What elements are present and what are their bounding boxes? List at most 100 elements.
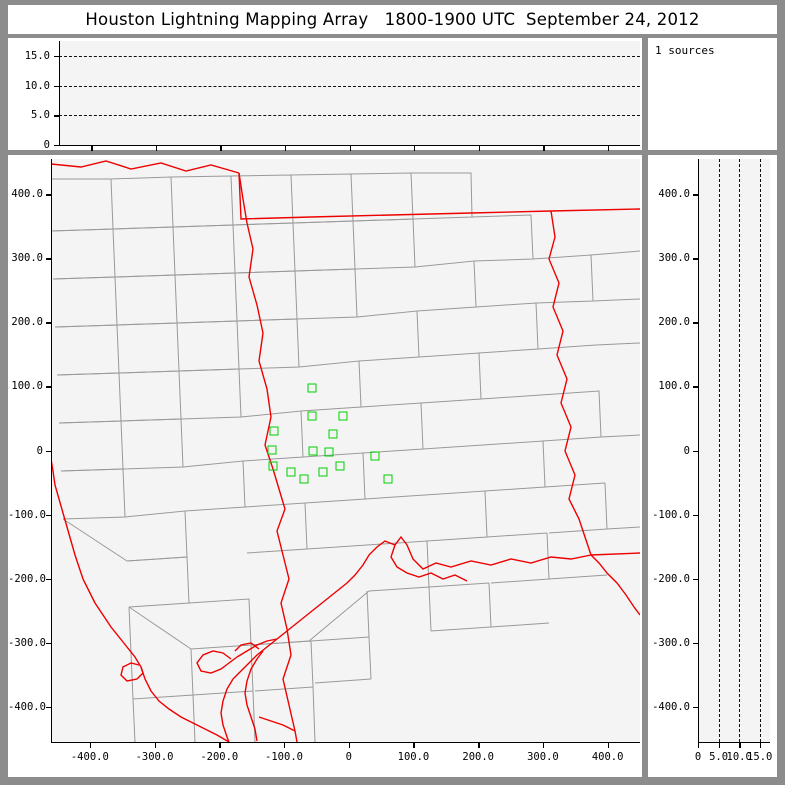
source-marker[interactable]	[383, 474, 393, 484]
plan-view-map-panel: 400.0 300.0 200.0 100.0 0 -100.0 -200.0 -300.0 -…	[8, 155, 642, 777]
time-height-panel: 05.010.015.0-400.0-300.0-200.0-100.00100…	[8, 38, 642, 166]
time-height-plot-area	[59, 41, 640, 145]
y-tick-label: 200.0	[11, 316, 43, 329]
x-tick-label: 15.0	[747, 751, 773, 763]
x-tick	[348, 742, 351, 748]
y-tick-label: -400.0	[8, 700, 46, 713]
source-marker[interactable]	[318, 467, 328, 477]
y-tick	[46, 258, 52, 260]
x-tick-label: 0	[345, 751, 352, 763]
source-marker[interactable]	[335, 461, 345, 471]
x-tick	[154, 742, 156, 748]
source-marker[interactable]	[324, 447, 334, 457]
x-tick	[698, 742, 700, 748]
source-marker[interactable]	[267, 445, 277, 455]
source-marker[interactable]	[370, 451, 380, 461]
x-tick-label: 100.0	[397, 751, 430, 763]
y-tick-label: 0	[36, 444, 43, 457]
y-tick	[693, 578, 699, 581]
x-tick-label: -400.0	[70, 751, 109, 763]
y-tick	[46, 450, 52, 452]
y-tick-label: -400.0	[652, 700, 690, 713]
y-axis-line	[59, 41, 61, 145]
height-count-panel: 400.0 300.0 200.0 100.0 0 -100.0 -200.0 -300.0 -…	[648, 155, 777, 777]
x-tick	[607, 742, 610, 748]
x-tick	[413, 742, 415, 748]
x-tick-label: 400.0	[591, 751, 624, 763]
y-tick	[693, 386, 699, 388]
source-marker[interactable]	[328, 429, 338, 439]
x-tick	[284, 145, 287, 151]
x-tick	[718, 742, 720, 748]
y-tick-label: -300.0	[652, 636, 690, 649]
y-tick-label: 100.0	[11, 380, 43, 393]
x-tick	[91, 145, 93, 151]
y-tick-label: 100.0	[658, 380, 690, 393]
source-marker[interactable]	[307, 383, 317, 393]
x-tick-label: -100.0	[265, 751, 303, 763]
x-tick-label: -300.0	[135, 751, 174, 763]
source-marker[interactable]	[308, 446, 318, 455]
state-boundaries	[51, 160, 640, 742]
x-axis-line	[698, 742, 770, 744]
source-marker[interactable]	[299, 474, 309, 484]
y-tick	[693, 706, 699, 709]
source-marker[interactable]	[268, 461, 278, 471]
x-tick-label: 5.0	[709, 751, 729, 763]
source-count-label: 1 sources	[655, 44, 715, 57]
x-tick-label: 200.0	[462, 751, 494, 763]
y-tick-label: 15.0	[24, 49, 50, 62]
y-tick-label: 0	[683, 444, 690, 457]
y-tick	[46, 322, 52, 324]
y-tick-label: 200.0	[658, 316, 690, 329]
x-tick	[607, 145, 610, 151]
source-count-panel: 1 sources	[648, 38, 777, 150]
x-axis-line	[51, 742, 640, 744]
y-tick	[46, 578, 52, 581]
x-tick	[478, 742, 480, 748]
y-tick-label: 400.0	[658, 188, 690, 201]
x-tick	[220, 145, 222, 151]
x-tick	[219, 742, 221, 748]
y-tick-label: -300.0	[8, 636, 46, 649]
y-tick	[693, 642, 699, 645]
map-vector-layer	[51, 160, 640, 742]
map-plot-area[interactable]	[51, 159, 640, 742]
source-marker[interactable]	[269, 426, 279, 436]
y-tick-label: 400.0	[11, 188, 43, 201]
y-tick-label: 300.0	[11, 252, 43, 265]
x-tick	[478, 145, 480, 151]
x-tick	[155, 145, 158, 151]
y-tick	[54, 145, 60, 147]
y-tick-label: -200.0	[652, 572, 690, 585]
source-marker[interactable]	[286, 467, 296, 477]
x-tick-label: 10.0	[726, 751, 752, 763]
y-tick-label: 10.0	[24, 79, 50, 92]
gridline-horizontal	[59, 55, 640, 57]
source-marker[interactable]	[307, 411, 317, 421]
y-tick-label: 5.0	[31, 109, 50, 122]
x-tick-label: 0	[694, 751, 702, 763]
y-tick	[46, 706, 52, 709]
gridline-vertical	[759, 159, 761, 742]
y-tick	[46, 514, 52, 516]
gridline-vertical	[739, 159, 741, 742]
x-tick	[759, 742, 762, 748]
y-tick	[54, 85, 60, 87]
y-tick-label: -100.0	[652, 508, 690, 521]
height-count-plot-area	[698, 159, 770, 742]
source-marker[interactable]	[338, 411, 348, 421]
y-tick-label: 300.0	[658, 252, 690, 265]
coastline	[51, 458, 592, 742]
y-tick-label: -100.0	[8, 508, 46, 521]
y-tick	[46, 642, 52, 645]
y-tick	[693, 194, 699, 196]
x-tick	[414, 145, 416, 151]
y-tick	[54, 115, 60, 117]
x-tick	[284, 742, 286, 748]
y-tick	[693, 322, 699, 324]
y-tick-label: 0	[43, 139, 50, 151]
y-tick	[54, 55, 60, 58]
x-tick	[349, 145, 351, 151]
